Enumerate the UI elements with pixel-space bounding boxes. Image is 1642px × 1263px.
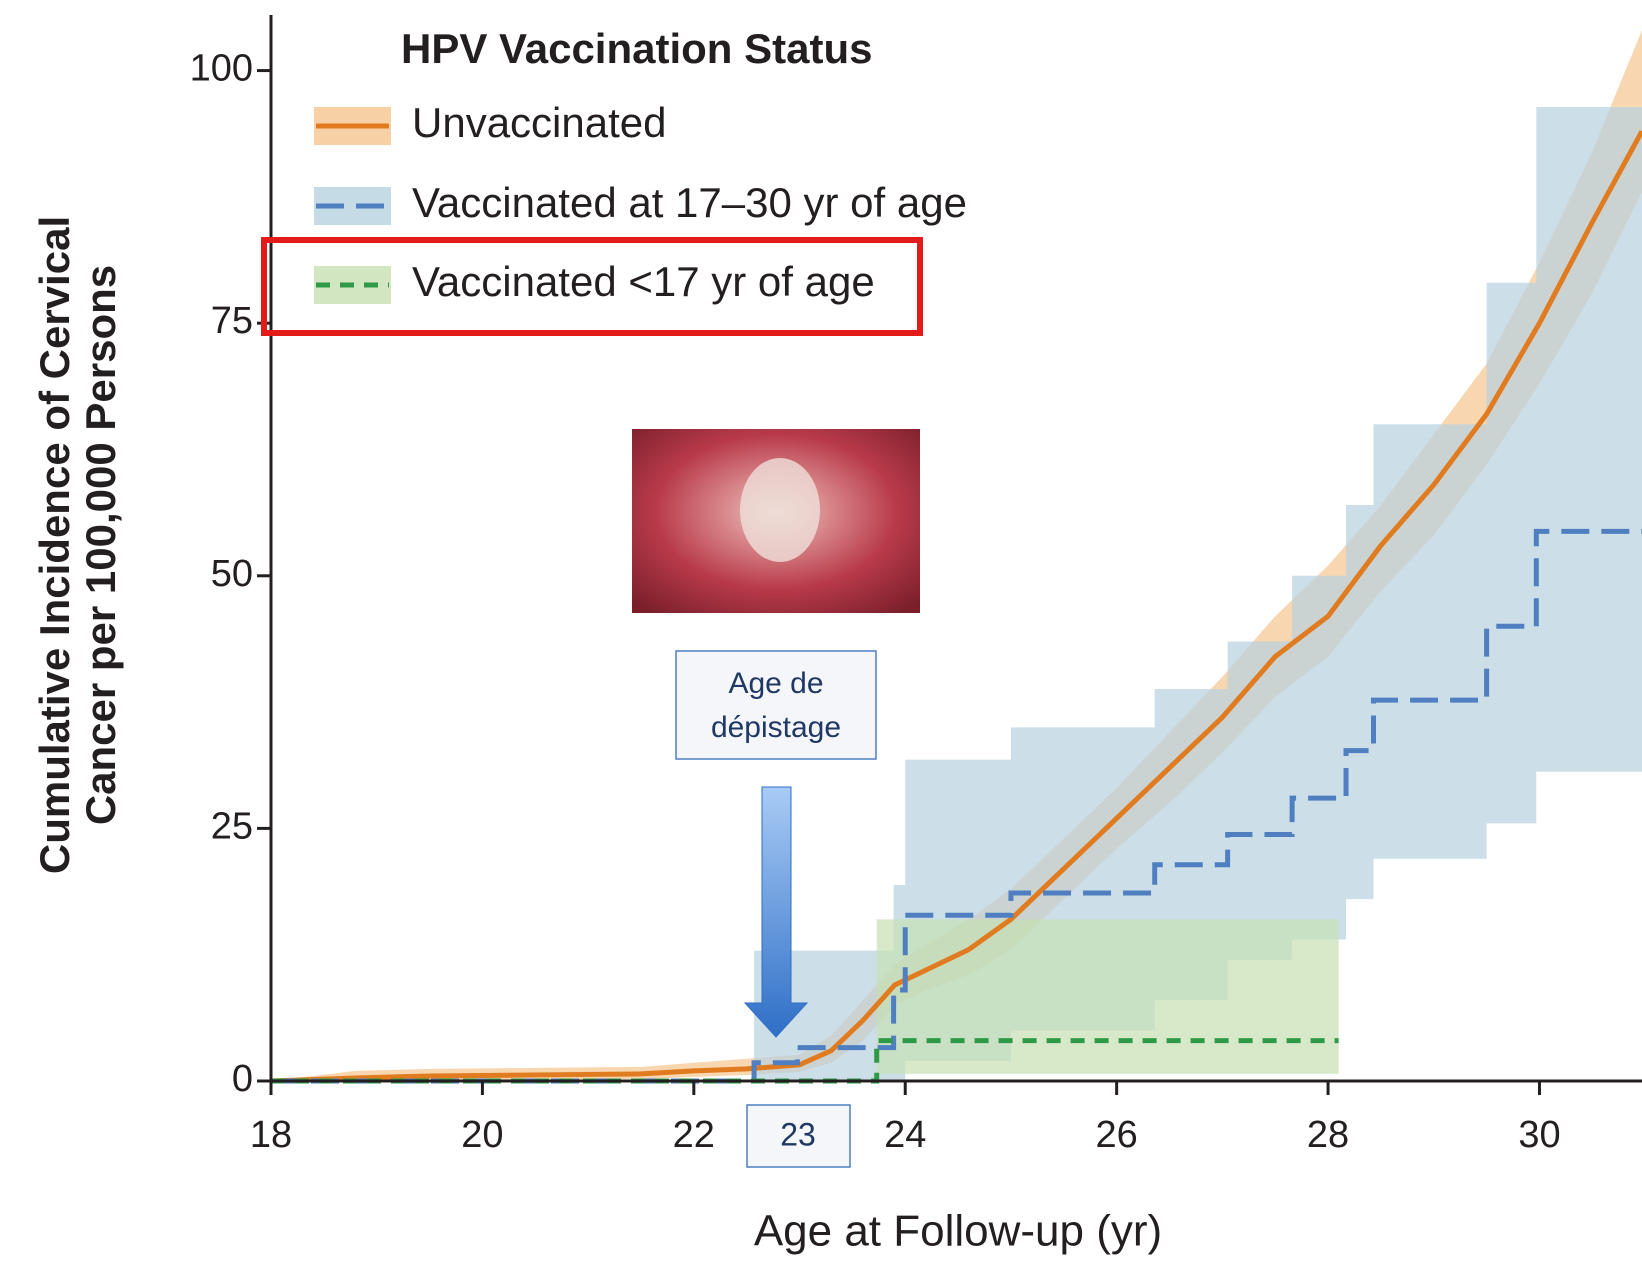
legend-title: HPV Vaccination Status [401,25,872,72]
legend: HPV Vaccination Status Unvaccinated Vacci… [314,25,967,305]
y-tick-label: 50 [211,553,253,595]
x-tick-label: 24 [884,1114,926,1156]
y-axis-label: Cancer per 100,000 Persons [77,265,124,825]
annotation-text: dépistage [711,711,841,744]
y-tick-label: 0 [232,1058,253,1100]
series-line [271,528,1642,1084]
legend-label: Unvaccinated [412,99,666,146]
confidence-band [271,106,1642,1082]
y-tick-label: 25 [211,805,253,847]
x-tick-label: 26 [1096,1114,1138,1156]
arrow [743,786,809,1038]
legend-label: Vaccinated <17 yr of age [412,258,875,305]
photo [632,429,920,613]
marker-label: 23 [780,1116,816,1152]
y-axis-label: Cumulative Incidence of Cervical [31,216,78,874]
x-tick-label: 20 [461,1114,503,1156]
annotation-text: Age de [728,667,823,700]
x-tick-label: 22 [673,1114,715,1156]
x-tick-label: 28 [1307,1114,1349,1156]
series-line [270,130,1642,1084]
axes: 0 25 50 75 100 18 20 22 24 26 28 30 [190,15,1642,1156]
series-line [271,1038,1339,1084]
y-tick-label: 75 [211,300,253,342]
photo-lesion [740,458,820,562]
annotation-box [675,650,877,760]
y-tick-label: 100 [190,48,253,90]
marker-box [746,1104,851,1168]
lines [270,130,1642,1084]
legend-label: Vaccinated at 17–30 yr of age [412,179,967,226]
x-axis-label: Age at Follow-up (yr) [754,1207,1162,1256]
highlight-box [261,237,923,336]
x-tick-label: 30 [1518,1114,1560,1156]
x-tick-label: 18 [250,1114,292,1156]
